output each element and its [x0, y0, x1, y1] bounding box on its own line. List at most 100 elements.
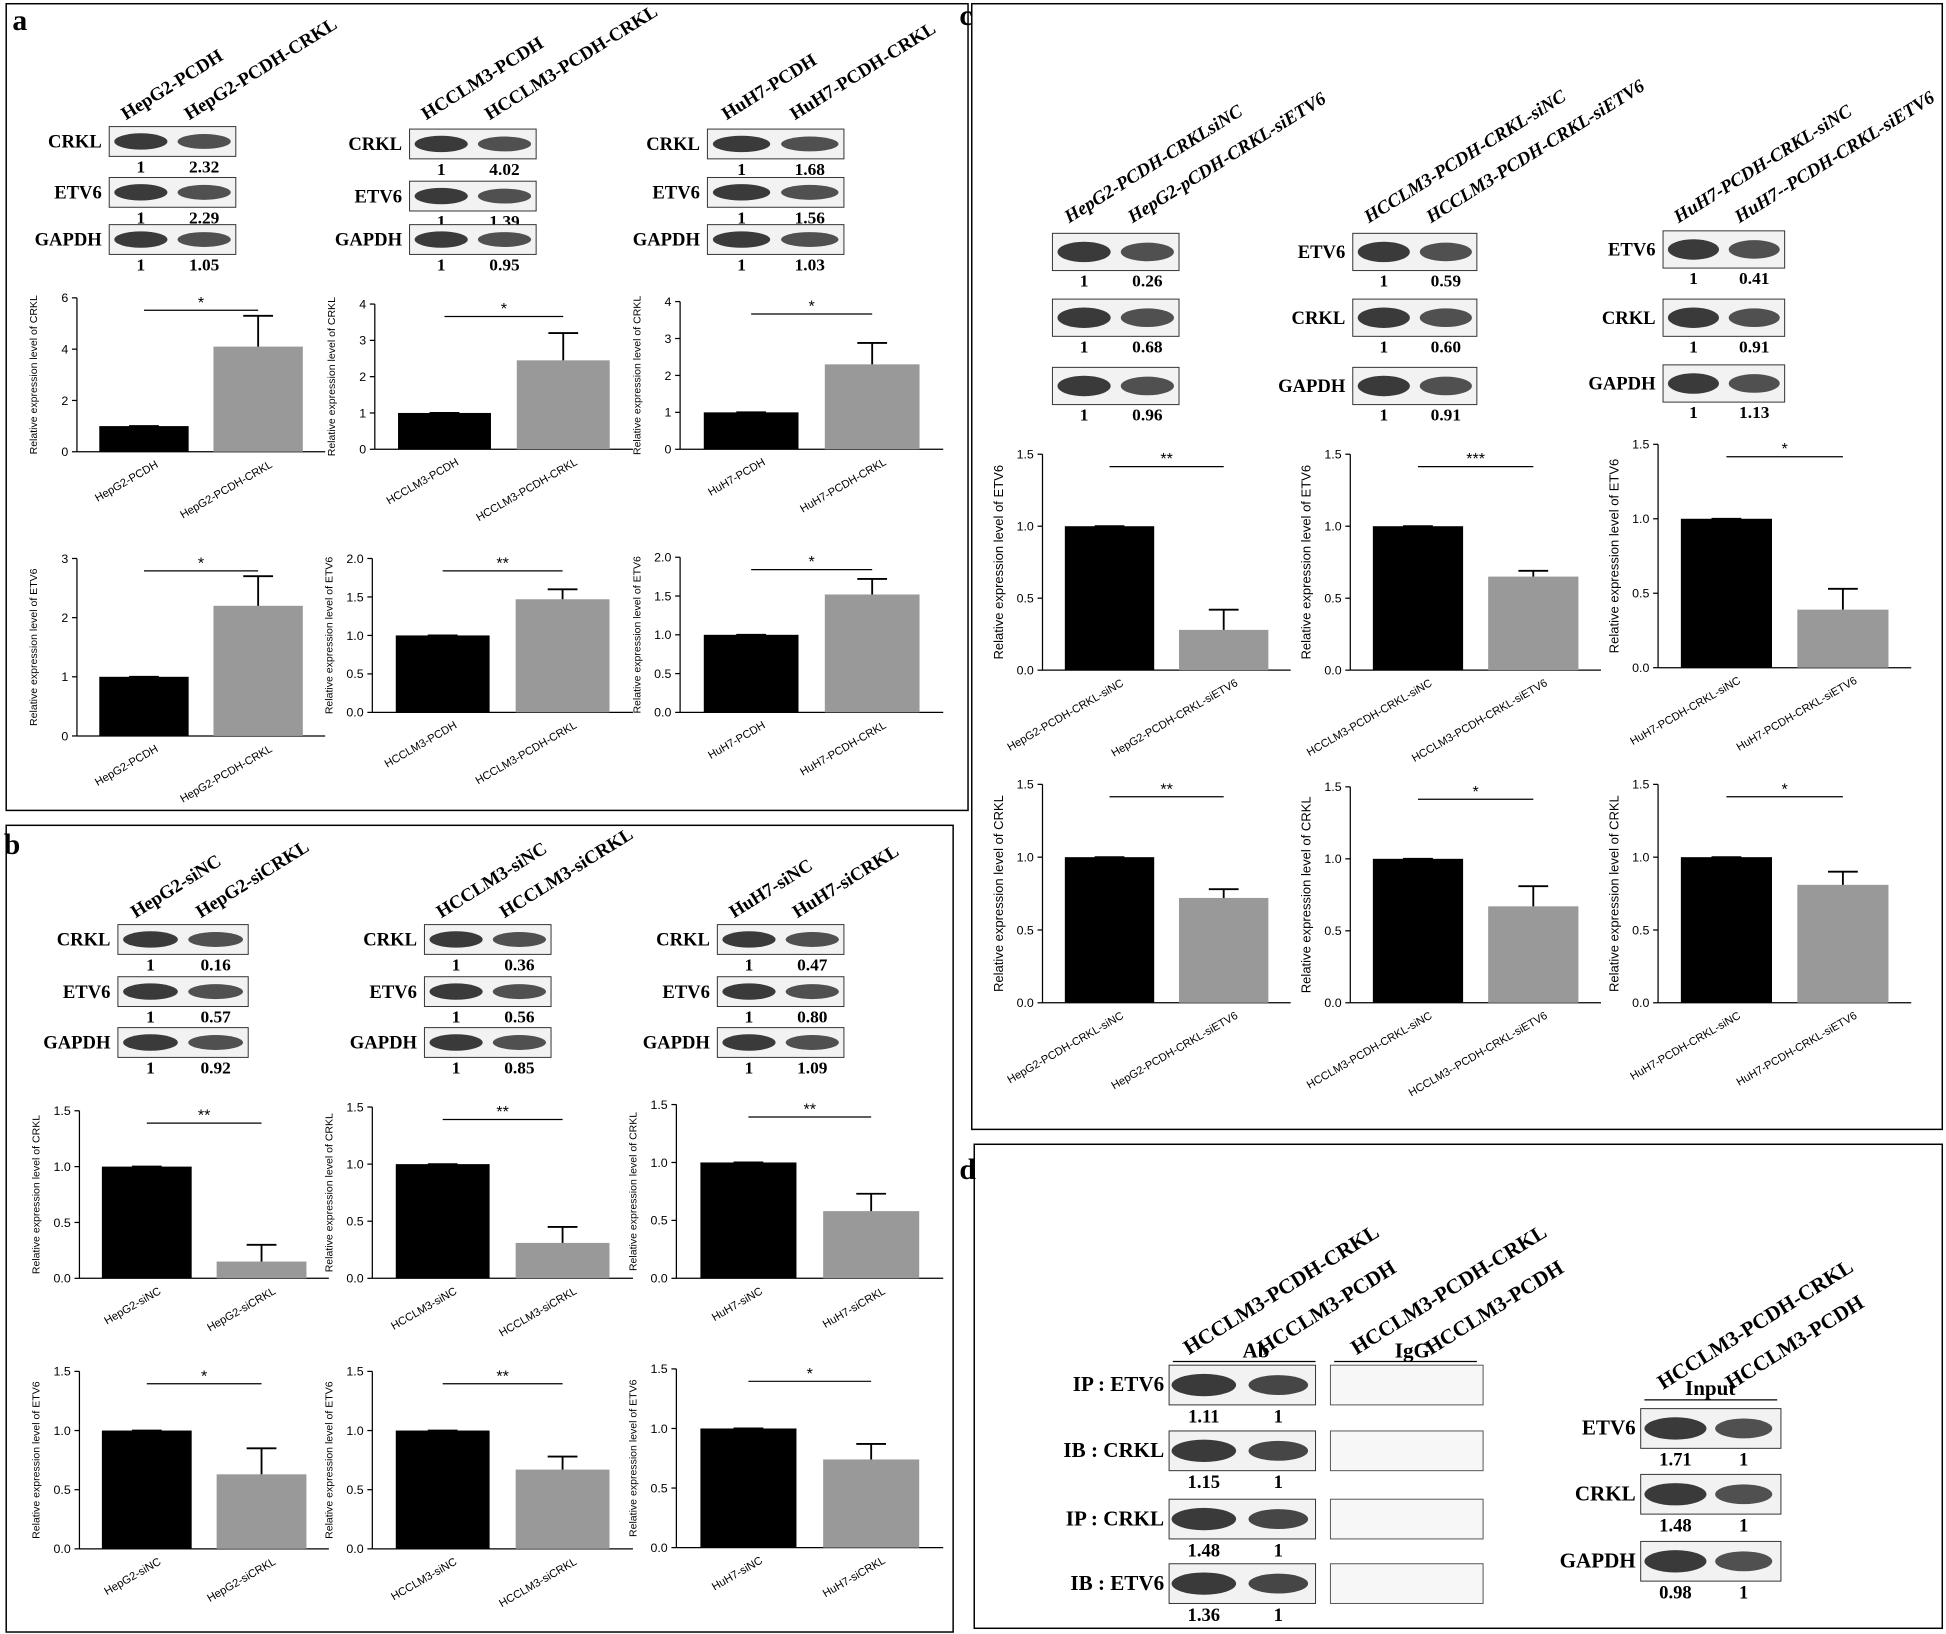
protein-label: CRKL — [363, 930, 417, 951]
blot-band — [492, 1035, 546, 1050]
bar — [398, 412, 491, 450]
y-tick-label: 1.0 — [346, 1424, 363, 1438]
y-tick-label: 0.5 — [53, 1216, 70, 1230]
quant-value: 1 — [146, 1059, 155, 1078]
blot-band — [477, 232, 532, 247]
y-tick-label: 1.5 — [650, 1098, 667, 1112]
quant-value: 1 — [1274, 1472, 1283, 1493]
y-tick-label: 0.0 — [1632, 996, 1649, 1010]
protein-label: GAPDH — [1560, 1548, 1637, 1572]
protein-label: ETV6 — [652, 183, 700, 204]
quant-value: 0.96 — [1132, 406, 1163, 425]
quant-value: 0.95 — [489, 256, 520, 275]
quant-value: 1.09 — [797, 1059, 828, 1078]
y-tick-label: 0.0 — [1017, 996, 1034, 1010]
x-tick-label: HepG2-PCDH-CRKL-siETV6 — [1110, 677, 1241, 759]
y-tick-label: 0 — [665, 443, 672, 457]
y-axis-label: Relative expression level of ETV6 — [324, 1381, 336, 1539]
y-tick-label: 0.5 — [1632, 923, 1649, 937]
quant-value: 1 — [1080, 337, 1089, 356]
row-label: IB : ETV6 — [1070, 1571, 1164, 1595]
blot-band — [712, 231, 771, 248]
y-axis-label: Relative expression level of ETV6 — [628, 1379, 640, 1537]
lane-label: HepG2-siCRKL — [192, 836, 313, 922]
y-tick-label: 3 — [665, 332, 672, 346]
y-tick-label: 0.5 — [1017, 923, 1034, 937]
blot-band — [123, 931, 178, 948]
y-axis-label: Relative expression level of ETV6 — [991, 465, 1006, 660]
y-tick-label: 3 — [61, 552, 68, 566]
protein-label: GAPDH — [633, 230, 701, 251]
quant-value: 0.68 — [1132, 337, 1163, 356]
quant-value: 0.26 — [1132, 272, 1163, 291]
y-tick-label: 0.0 — [1017, 664, 1034, 678]
blot-band — [785, 984, 839, 1000]
quant-value: 1.36 — [1188, 1605, 1221, 1626]
blot-band — [114, 231, 168, 248]
quant-value: 0.92 — [200, 1059, 230, 1078]
bar — [824, 594, 920, 713]
blot-band — [1419, 376, 1472, 396]
blot-band — [1057, 241, 1111, 263]
quant-value: 1 — [437, 212, 446, 231]
protein-label: GAPDH — [43, 1033, 111, 1054]
blot-band — [722, 1034, 776, 1051]
quant-value: 0.47 — [797, 956, 828, 975]
blot-band — [1171, 1572, 1237, 1595]
quant-value: 1.71 — [1659, 1450, 1692, 1471]
y-tick-label: 0.5 — [346, 667, 363, 681]
y-tick-label: 1.5 — [346, 1365, 363, 1379]
protein-label: GAPDH — [35, 230, 103, 251]
blot-band — [1728, 240, 1780, 259]
y-tick-label: 0.0 — [1324, 664, 1341, 678]
lane-label: HuH7-siCRKL — [789, 841, 903, 923]
x-tick-label: HepG2-siNC — [102, 1556, 163, 1598]
bar — [1179, 629, 1269, 671]
bar — [823, 1459, 920, 1548]
protein-label: CRKL — [48, 132, 102, 153]
blot-band — [1357, 375, 1410, 397]
quant-value: 0.60 — [1431, 337, 1462, 356]
panel-label: b — [4, 828, 21, 861]
row-label: IB : CRKL — [1063, 1438, 1164, 1462]
protein-label: CRKL — [646, 134, 700, 155]
quant-value: 1.03 — [795, 256, 826, 275]
blot-frame — [1329, 1563, 1484, 1604]
protein-label: GAPDH — [643, 1033, 711, 1054]
y-tick-label: 1 — [359, 406, 366, 420]
quant-value: 1 — [1274, 1540, 1283, 1561]
quant-value: 1.13 — [1739, 403, 1770, 422]
significance-label: *** — [1466, 450, 1486, 468]
y-axis-label: Relative expression level of ETV6 — [324, 557, 336, 715]
blot-band — [781, 232, 839, 247]
bar — [1372, 858, 1464, 1003]
panel-label: c — [959, 0, 972, 32]
bar — [213, 605, 303, 736]
protein-label: ETV6 — [369, 982, 417, 1003]
blot-band — [114, 133, 168, 150]
y-tick-label: 3 — [359, 334, 366, 348]
blot-band — [477, 188, 532, 204]
blot-band — [712, 184, 771, 201]
blot-band — [492, 932, 546, 947]
y-axis-label: Relative expression level of ETV6 — [1299, 465, 1314, 660]
y-tick-label: 2 — [61, 611, 68, 625]
quant-value: 1 — [1689, 269, 1698, 288]
y-tick-label: 1.0 — [1324, 520, 1341, 534]
bar — [700, 1162, 797, 1279]
significance-label: ** — [496, 1367, 509, 1385]
y-tick-label: 1 — [61, 670, 68, 684]
x-tick-label: HCCLM3-siCRKL — [497, 1285, 579, 1339]
y-axis-label: Relative expression level of ETV6 — [28, 568, 40, 726]
panel-label: d — [959, 1153, 976, 1186]
blot-band — [1120, 308, 1174, 328]
y-tick-label: 1.5 — [1324, 448, 1341, 462]
y-tick-label: 0.0 — [654, 706, 671, 720]
protein-label: CRKL — [57, 930, 111, 951]
significance-label: ** — [198, 1107, 211, 1125]
x-tick-label: HepG2-siCRKL — [205, 1556, 278, 1605]
x-tick-label: HuH7-siCRKL — [821, 1555, 888, 1600]
bar — [216, 1261, 307, 1279]
bar — [1680, 857, 1773, 1003]
y-tick-label: 0.5 — [1017, 592, 1034, 606]
